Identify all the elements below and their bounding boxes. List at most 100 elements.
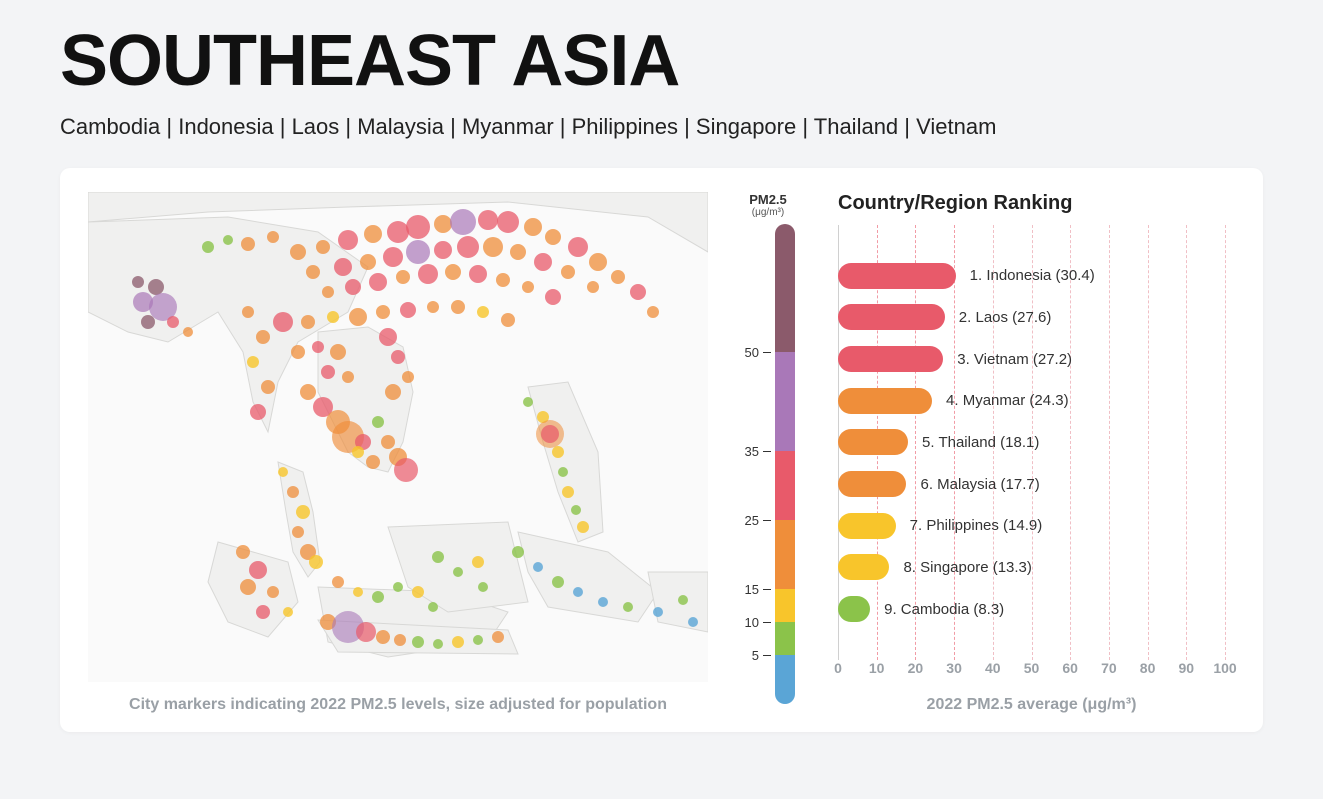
city-dot [316,240,330,254]
ranking-bar [838,263,956,289]
city-dot [573,587,583,597]
scale-unit: (μg/m³) [752,207,784,218]
page-title: SOUTHEAST ASIA [60,20,1263,102]
city-dot [385,384,401,400]
scale-segment [775,224,795,352]
city-dot [587,281,599,293]
city-dot [533,562,543,572]
map-container [88,192,708,682]
city-dot [402,371,414,383]
city-dot [400,302,416,318]
ranking-label: 1. Indonesia (30.4) [970,267,1095,284]
city-dot [534,253,552,271]
ranking-bar [838,596,870,622]
scale-segment [775,520,795,589]
city-dot [356,622,376,642]
x-tick: 60 [1062,660,1078,676]
scale-tick: 15 [745,582,771,597]
bar-row: 2. Laos (27.6) [838,302,1225,332]
city-dot [434,215,452,233]
city-dot [522,281,534,293]
scale-column: PM2.5 (μg/m³) 50352515105 [728,192,808,714]
city-dot [327,311,339,323]
city-dot [250,404,266,420]
map-svg [88,192,708,682]
city-dot [338,230,358,250]
city-dot [278,467,288,477]
city-dot [473,635,483,645]
city-dot [630,284,646,300]
city-dot [202,241,214,253]
bar-row: 7. Philippines (14.9) [838,511,1225,541]
city-dot [360,254,376,270]
city-dot [688,617,698,627]
bar-row: 6. Malaysia (17.7) [838,469,1225,499]
city-dot [148,279,164,295]
city-dot [478,210,498,230]
city-dot [653,607,663,617]
city-dot [558,467,568,477]
city-dot [381,435,395,449]
city-dot [267,586,279,598]
city-dot [383,247,403,267]
x-tick: 40 [985,660,1001,676]
scale-ticks: 50352515105 [741,224,771,704]
city-dot [364,225,382,243]
city-dot [394,458,418,482]
city-dot [387,221,409,243]
city-dot [290,244,306,260]
city-dot [457,236,479,258]
city-dot [379,328,397,346]
ranking-label: 4. Myanmar (24.3) [946,392,1069,409]
city-dot [334,258,352,276]
city-dot [273,312,293,332]
city-dot [678,595,688,605]
city-dot [309,555,323,569]
ranking-bar [838,388,932,414]
city-dot [445,264,461,280]
city-dot [167,316,179,328]
scale-tick: 35 [745,444,771,459]
scale-segment [775,352,795,451]
city-dot [352,446,364,458]
scale-tick: 5 [752,648,771,663]
city-dot [353,587,363,597]
ranking-bar [838,554,889,580]
city-dot [568,237,588,257]
city-dot [132,276,144,288]
city-dot [396,270,410,284]
city-dot [183,327,193,337]
city-dot [241,237,255,251]
ranking-label: 6. Malaysia (17.7) [920,476,1039,493]
x-tick: 10 [869,660,885,676]
city-dot [428,602,438,612]
city-dot [301,315,315,329]
city-dot [545,229,561,245]
x-tick: 20 [908,660,924,676]
city-dot [492,631,504,643]
city-dot [453,567,463,577]
x-tick: 90 [1179,660,1195,676]
map-column: City markers indicating 2022 PM2.5 level… [88,192,708,714]
scale-bar-wrap: 50352515105 [741,224,795,704]
city-dot [376,630,390,644]
city-dot [647,306,659,318]
city-dot [623,602,633,612]
ranking-label: 7. Philippines (14.9) [910,517,1043,534]
ranking-label: 8. Singapore (13.3) [903,559,1031,576]
scale-bar [775,224,795,704]
city-dot [561,265,575,279]
city-dot [287,486,299,498]
city-dot [497,211,519,233]
city-dot [541,425,559,443]
city-dot [512,546,524,558]
ranking-label: 3. Vietnam (27.2) [957,351,1072,368]
city-dot [412,586,424,598]
city-dot [552,446,564,458]
city-dot [478,582,488,592]
city-dot [291,345,305,359]
city-dot [242,306,254,318]
city-dot [332,576,344,588]
scale-segment [775,451,795,520]
city-dot [342,371,354,383]
